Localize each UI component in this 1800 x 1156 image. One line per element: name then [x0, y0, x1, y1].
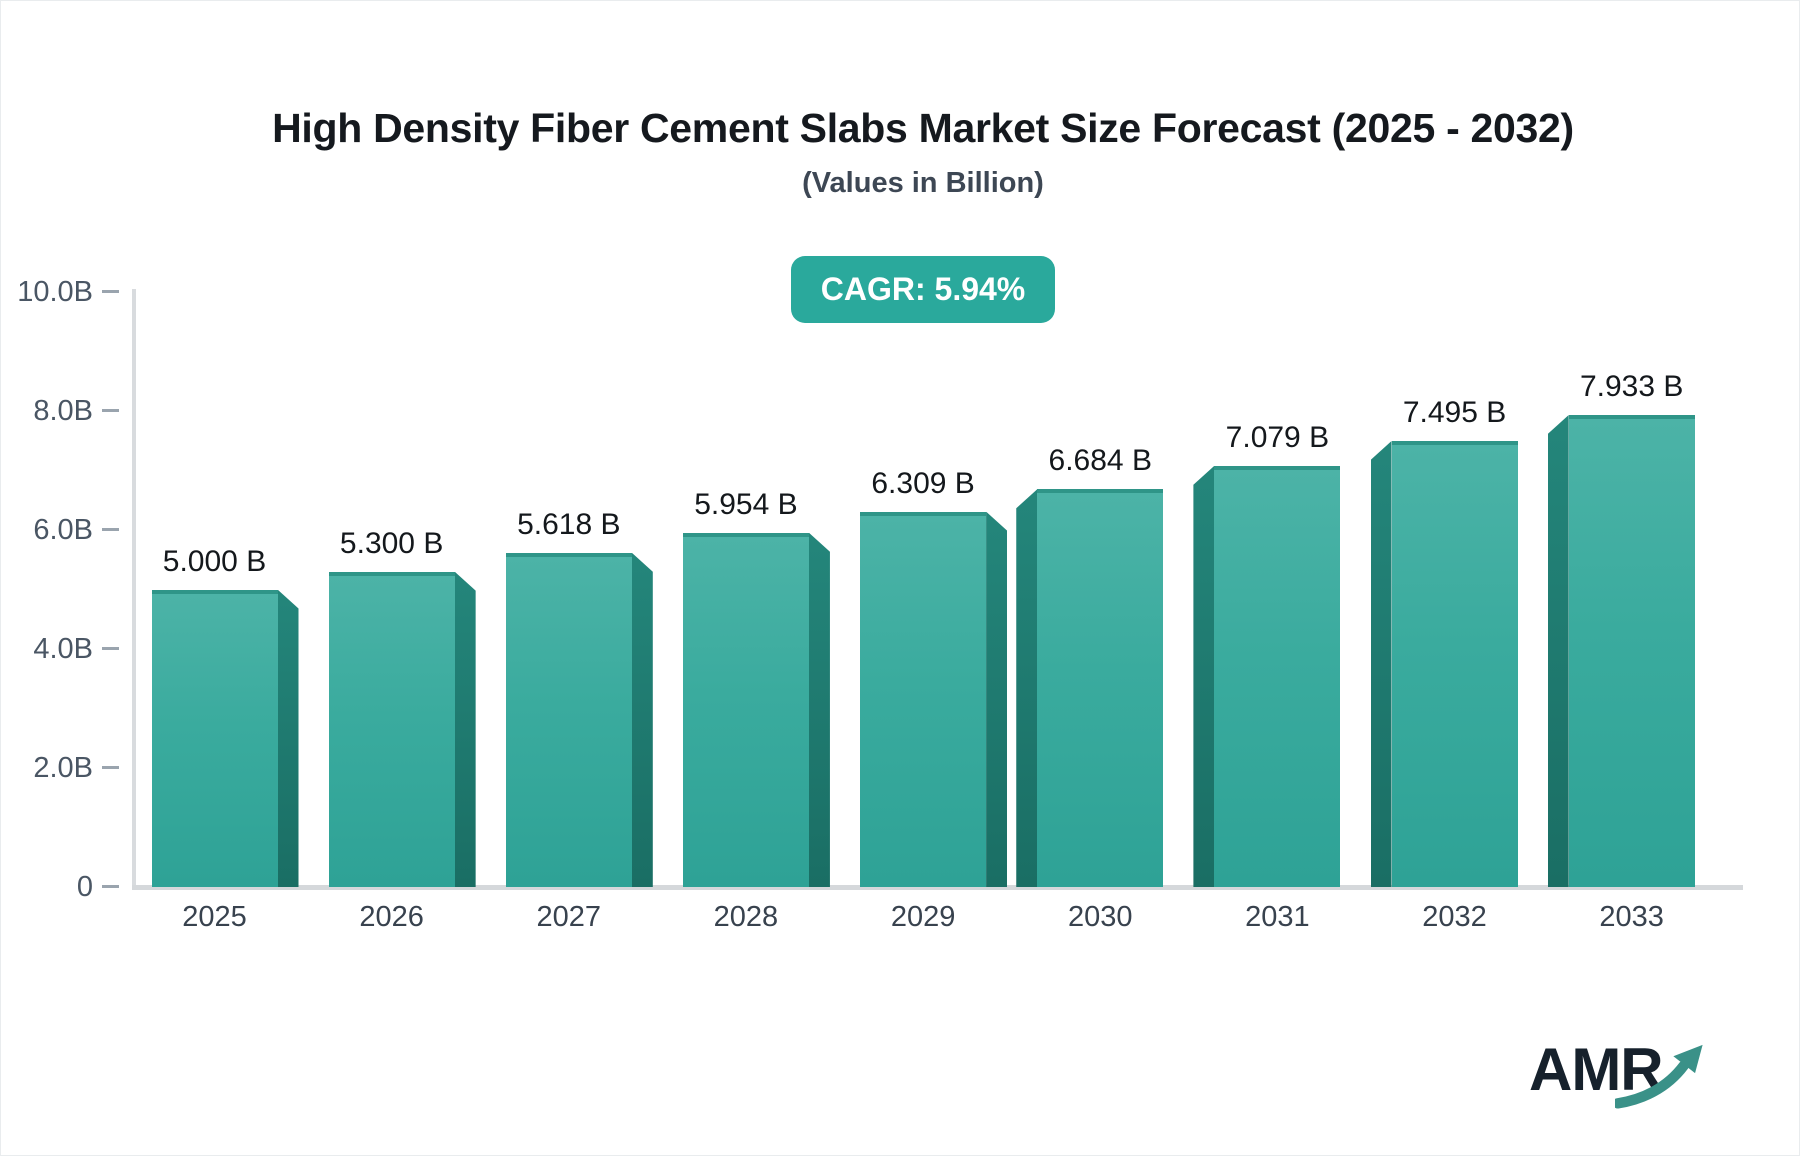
bar-value-label: 6.684 B [1048, 444, 1152, 478]
bar-3d-side-2025 [277, 589, 299, 887]
x-axis-label-2031: 2031 [1245, 901, 1310, 933]
y-axis-tick-dash [102, 766, 119, 769]
bar-value-label: 5.954 B [694, 487, 798, 521]
x-axis-label-2029: 2029 [890, 901, 956, 933]
bar-2026 [328, 571, 455, 887]
y-axis-tick-dash [102, 290, 119, 293]
y-axis-tick-dash [102, 885, 119, 888]
y-axis-tick-label: 6.0B [33, 514, 93, 546]
bar-2033 [1568, 414, 1695, 887]
x-axis-label-2030: 2030 [1067, 901, 1133, 933]
y-axis-line [132, 289, 136, 890]
y-axis-tick-label: 2.0B [33, 752, 93, 784]
y-axis-tick-dash [102, 409, 119, 412]
bar-3d-side-2032 [1370, 441, 1392, 887]
bar-3d-side-2033 [1547, 414, 1569, 887]
amr-logo: AMR [1529, 1035, 1719, 1115]
bar-value-label: 6.309 B [871, 466, 975, 500]
y-axis-tick-label: 8.0B [33, 395, 93, 427]
bar-3d-side-2027 [631, 552, 653, 887]
chart-subtitle: (Values in Billion) [802, 167, 1044, 199]
bar-2029 [860, 511, 987, 887]
bar-value-label: 7.495 B [1402, 396, 1507, 430]
bar-value-label: 7.933 B [1579, 369, 1684, 403]
y-axis-tick-dash [102, 647, 119, 650]
cagr-badge: CAGR: 5.94% [790, 256, 1056, 323]
bar-3d-side-2028 [808, 532, 830, 887]
y-axis-tick-label: 4.0B [33, 633, 93, 665]
bar-2028 [682, 532, 809, 887]
y-axis-tick-label: 10.0B [17, 276, 93, 308]
bar-3d-side-2031 [1193, 465, 1215, 887]
x-axis-label-2028: 2028 [713, 901, 779, 933]
x-axis-line [132, 885, 1743, 890]
page-title: High Density Fiber Cement Slabs Market S… [272, 105, 1574, 151]
bar-value-label: 5.000 B [162, 544, 267, 578]
cagr-badge-row: CAGR: 5.94% [47, 256, 1799, 323]
bar-2025 [151, 589, 278, 887]
bar-3d-side-2030 [1016, 489, 1038, 887]
x-axis-label-2027: 2027 [536, 901, 602, 933]
y-axis-tick-label: 0 [76, 871, 93, 903]
growth-arrow-icon [1615, 1044, 1703, 1109]
bar-2030 [1037, 489, 1164, 887]
x-axis-label-2026: 2026 [359, 901, 424, 933]
bar-value-label: 7.079 B [1225, 420, 1330, 454]
x-axis-label-2032: 2032 [1422, 901, 1487, 933]
y-axis-tick-dash [102, 528, 119, 531]
bar-2027 [505, 552, 632, 887]
bar-value-label: 5.300 B [339, 526, 444, 560]
bar-3d-side-2029 [986, 511, 1008, 887]
bar-2032 [1391, 441, 1518, 887]
x-axis-label-2025: 2025 [182, 901, 247, 933]
x-axis-label-2033: 2033 [1599, 901, 1664, 933]
bar-value-label: 5.618 B [517, 507, 621, 541]
bar-2031 [1214, 465, 1341, 887]
bar-3d-side-2026 [454, 571, 476, 887]
